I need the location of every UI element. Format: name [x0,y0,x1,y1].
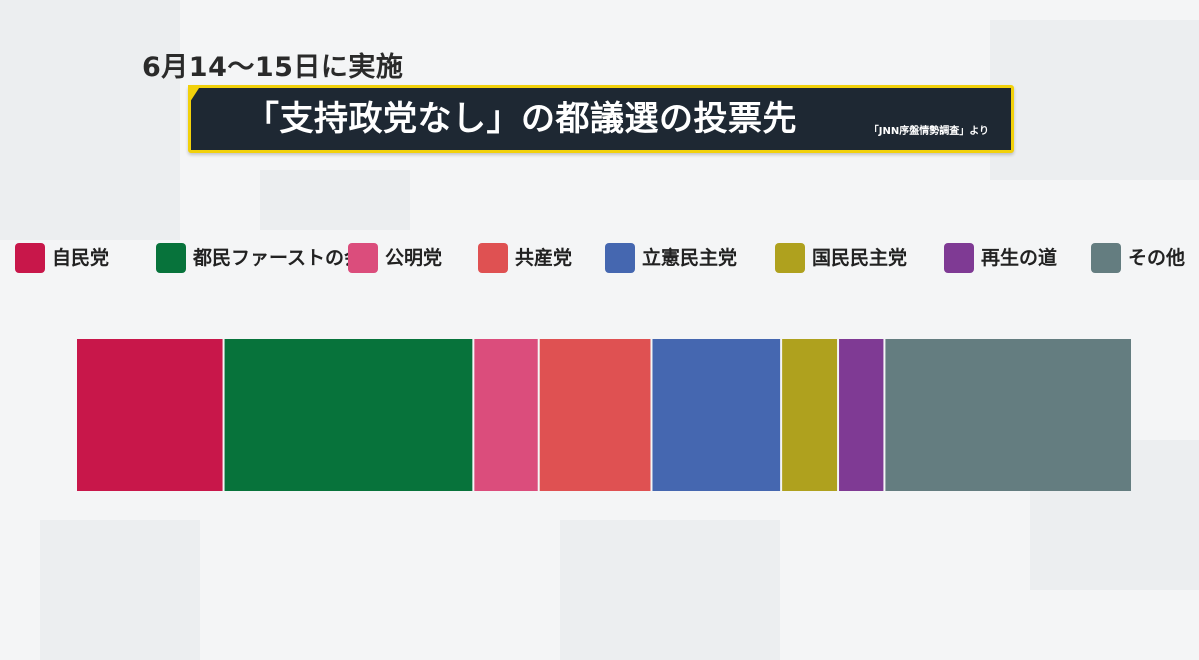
legend-label: 立憲民主党 [642,247,738,269]
legend-swatch [1091,243,1121,273]
bar-segment [224,339,473,491]
legend-swatch [478,243,508,273]
legend-swatch [775,243,805,273]
bar-segment [839,339,884,491]
bar-segment [539,339,651,491]
legend-label: その他 [1128,247,1186,269]
legend-swatch [156,243,186,273]
survey-date: 6月14～15日に実施 [142,52,404,83]
bar-segment [885,339,1131,491]
bar-segment [474,339,538,491]
legend-label: 国民民主党 [812,247,908,269]
bar-segment [652,339,781,491]
bar-segment [77,339,223,491]
legend-label: 共産党 [515,247,573,269]
legend-swatch [605,243,635,273]
legend-swatch [944,243,974,273]
legend-swatch [348,243,378,273]
chart-title: 「支持政党なし」の都議選の投票先 [245,99,797,139]
legend-label: 再生の道 [981,247,1058,269]
survey-source: 「JNN序盤情勢調査」より [868,126,989,137]
legend-label: 都民ファーストの会 [193,247,364,269]
title-corner-accent [188,85,201,105]
legend-label: 公明党 [385,247,443,269]
chart-legend: 自民党 都民ファーストの会 公明党 共産党 立憲民主党 国民民主党 再生の道 その他 [15,241,1199,275]
title-banner: 「支持政党なし」の都議選の投票先 「JNN序盤情勢調査」より [188,85,1014,153]
legend-swatch [15,243,45,273]
bar-segment [782,339,838,491]
legend-label: 自民党 [52,247,110,269]
